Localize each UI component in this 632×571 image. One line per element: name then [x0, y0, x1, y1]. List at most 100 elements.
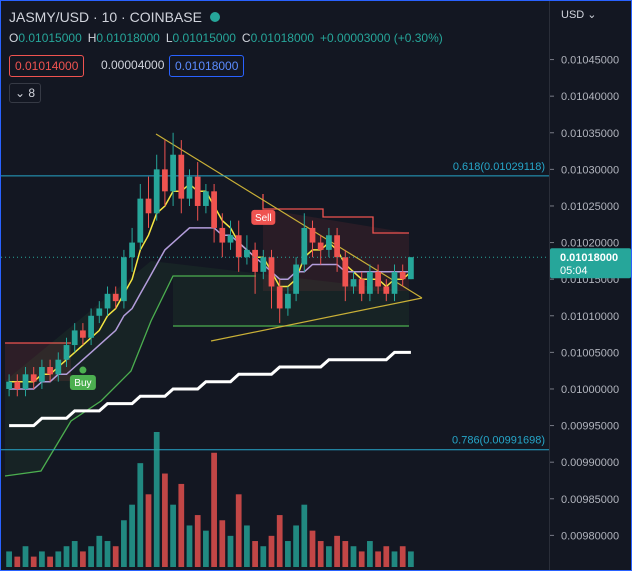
- candle-body: [80, 330, 86, 338]
- y-tick-label: 0.01045000: [561, 55, 619, 67]
- candle-body: [367, 271, 373, 294]
- volume-bar: [153, 432, 160, 567]
- sell-signal: [251, 209, 276, 225]
- symbol[interactable]: JASMY/USD: [9, 9, 90, 25]
- volume-bar: [350, 546, 357, 567]
- volume-bar: [244, 525, 250, 567]
- candle-body: [137, 198, 144, 243]
- volume-bar: [55, 551, 62, 567]
- cloud-red: [5, 343, 71, 381]
- candle-body: [6, 381, 12, 389]
- y-tick-label: 0.01025000: [561, 201, 619, 213]
- price-tag: [550, 248, 631, 279]
- interval[interactable]: 10: [101, 9, 118, 25]
- volume-bar: [260, 546, 267, 567]
- candle-body: [203, 191, 209, 206]
- candle-body: [162, 169, 168, 192]
- ohlc-value: 0.01018000: [250, 31, 314, 45]
- y-tick-label: 0.01035000: [561, 128, 619, 140]
- y-tick-label: 0.00980000: [561, 530, 619, 542]
- candle-body: [227, 235, 234, 243]
- volume-bar: [88, 546, 94, 567]
- indicator-count: 8: [28, 86, 36, 100]
- volume-bar: [211, 452, 217, 567]
- candle-body: [260, 257, 267, 272]
- volume-bar: [6, 551, 12, 567]
- volume-bar: [268, 535, 275, 567]
- volume-bar: [129, 504, 135, 567]
- volume-bar: [39, 551, 45, 567]
- cloud-green: [5, 261, 409, 476]
- candle-body: [326, 235, 332, 250]
- sell-button[interactable]: 0.01014000: [9, 55, 85, 77]
- moving-average: [9, 350, 411, 428]
- volume-bar: [30, 556, 37, 567]
- candle-body: [30, 374, 37, 382]
- volume-bar: [162, 473, 168, 567]
- candle-body: [194, 176, 201, 206]
- volume-bar: [145, 494, 152, 567]
- volume-bar: [14, 556, 21, 567]
- fib-label: 0.786(0.00991698): [452, 435, 545, 447]
- volume-bar: [309, 530, 316, 567]
- candle-body: [104, 293, 111, 309]
- volume-bar: [194, 515, 201, 567]
- change: +0.00003000 (+0.30%): [320, 31, 443, 45]
- ohlc-legend: O0.01015000 H0.01018000 L0.01015000 C0.0101…: [9, 31, 443, 45]
- volume-bar: [47, 556, 53, 567]
- volume-bar: [219, 520, 226, 567]
- ohlc-key: C: [241, 31, 251, 45]
- volume-bar: [326, 546, 332, 567]
- candle-body: [112, 293, 119, 302]
- candle-body: [375, 271, 381, 287]
- volume-bar: [252, 541, 258, 567]
- y-tick-label: 0.01040000: [561, 91, 619, 103]
- candle-body: [186, 176, 193, 199]
- y-tick-label: 0.01000000: [561, 384, 619, 396]
- candle-body: [121, 257, 127, 302]
- volume-bar: [342, 541, 349, 567]
- volume-bar: [399, 546, 406, 567]
- candle-body: [88, 315, 94, 338]
- y-tick-label: 0.01020000: [561, 238, 619, 250]
- candle-body: [244, 249, 250, 258]
- currency: USD: [561, 9, 585, 21]
- volume-bar: [22, 546, 29, 567]
- candle-body: [408, 257, 414, 280]
- volume-bar: [178, 483, 185, 567]
- candle-body: [170, 154, 176, 192]
- ohlc-key: O: [9, 31, 19, 45]
- currency-menu[interactable]: USD ⌄: [561, 9, 597, 21]
- candle-body: [153, 169, 160, 214]
- candle-body: [39, 367, 45, 382]
- price-tag-label: 0.01018000: [560, 252, 618, 264]
- fib-label: 0.618(0.01029118): [453, 161, 545, 173]
- buy-dot: [79, 366, 87, 374]
- volume-bar: [104, 541, 111, 567]
- candle-body: [145, 198, 152, 214]
- trendline-lower: [210, 297, 423, 342]
- symbol-header: JASMY/USD · 10 · COINBASE: [9, 9, 220, 25]
- volume-bar: [367, 541, 373, 567]
- volume-bar: [383, 546, 390, 567]
- volume-bar: [80, 551, 86, 567]
- candle-body: [55, 359, 62, 375]
- buy-button[interactable]: 0.01018000: [169, 55, 245, 77]
- candle-body: [22, 374, 29, 389]
- candle-body: [235, 235, 242, 258]
- buy-signal: [69, 375, 96, 391]
- volume-bar: [334, 535, 340, 567]
- candle-body: [399, 271, 406, 280]
- volume-bar: [112, 546, 119, 567]
- volume-bar: [375, 551, 381, 567]
- volume-bar: [170, 504, 176, 567]
- y-tick-label: 0.01010000: [561, 311, 619, 323]
- volume-bar: [408, 551, 414, 567]
- volume-bar: [96, 535, 103, 567]
- candle-body: [47, 367, 53, 375]
- candle-body: [317, 242, 324, 250]
- volume-bar: [317, 541, 324, 567]
- indicators-toggle[interactable]: ⌄ 8: [9, 83, 42, 103]
